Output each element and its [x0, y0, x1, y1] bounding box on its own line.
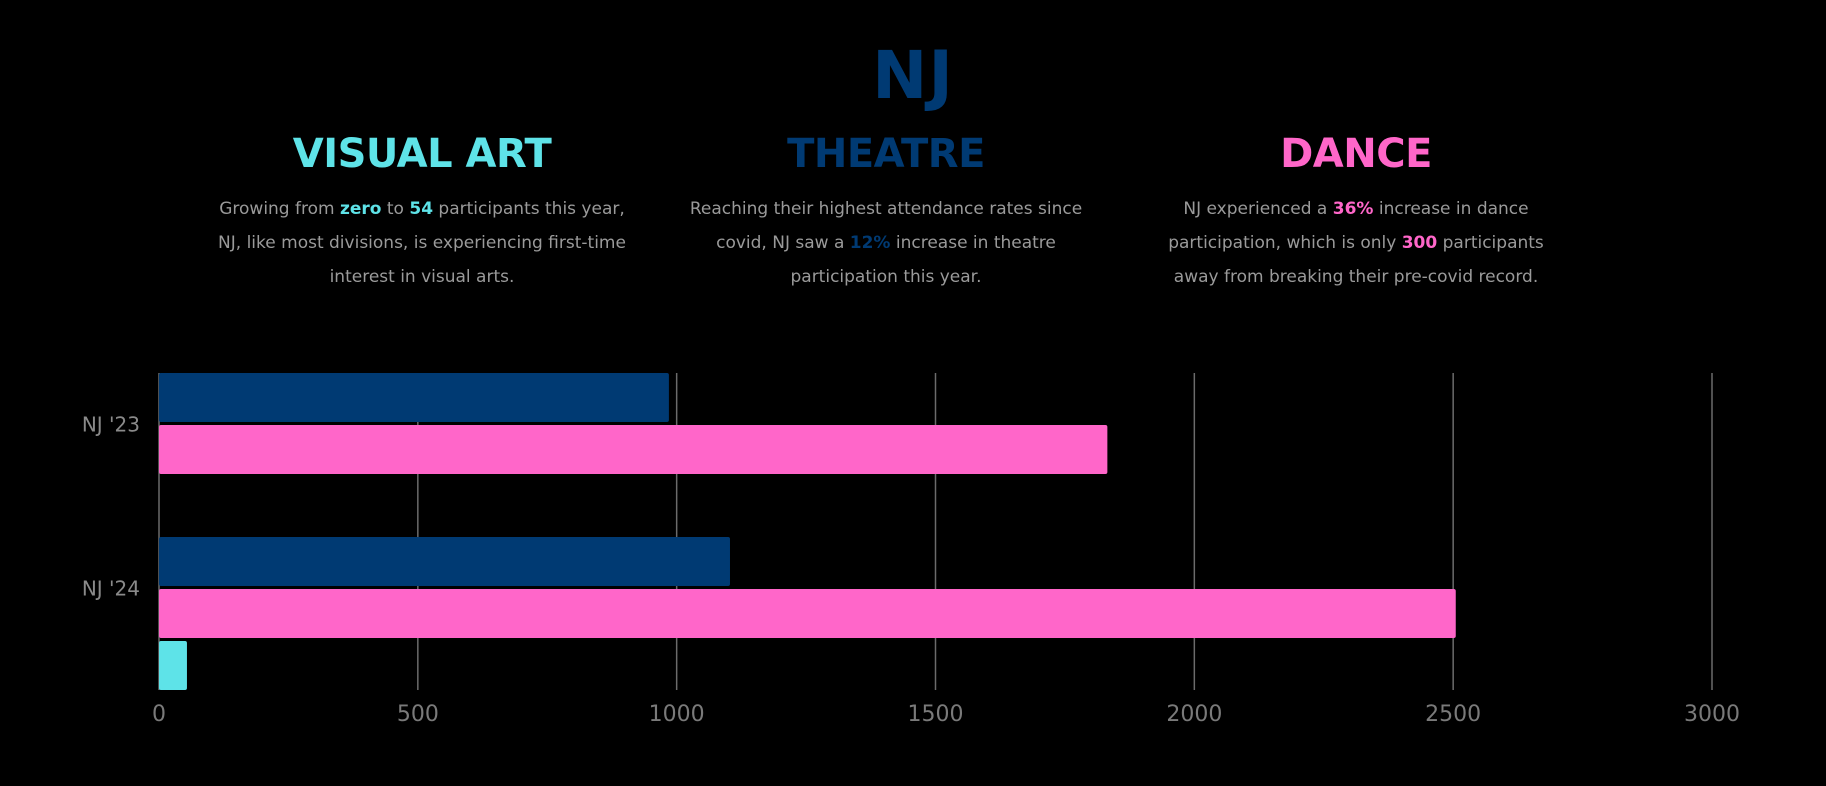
visual-highlight: 54 [409, 199, 434, 219]
theatre-description: Reaching their highest attendance rates … [676, 192, 1096, 294]
visual-art-column: VISUAL ART Growing from zero to 54 parti… [212, 130, 632, 294]
y-category-label: NJ '23 [82, 413, 140, 437]
bar [159, 537, 730, 586]
dance-highlight: 300 [1401, 233, 1438, 253]
x-tick-label: 1500 [908, 702, 964, 727]
x-tick-label: 2500 [1425, 702, 1481, 727]
visual-text: to [381, 199, 410, 219]
theatre-text: Reaching their highest attendance rates … [689, 199, 1083, 253]
y-category-label: NJ '24 [82, 577, 140, 601]
x-tick-label: 2000 [1166, 702, 1222, 727]
x-tick-label: 1000 [649, 702, 705, 727]
theatre-text: increase in theatre participation this y… [790, 233, 1056, 287]
theatre-heading: THEATRE [787, 131, 985, 177]
visual-text: Growing from [219, 199, 340, 219]
bar [159, 425, 1108, 474]
bar [159, 589, 1456, 638]
page-title: NJ [872, 37, 954, 114]
visual-art-description: Growing from zero to 54 participants thi… [212, 192, 632, 294]
theatre-highlight: 12% [849, 233, 891, 253]
visual-text: participants this year, NJ, like most di… [218, 199, 626, 287]
dance-text: increase in dance participation, which i… [1168, 199, 1529, 253]
x-tick-label: 3000 [1684, 702, 1740, 727]
dance-text: participants away from breaking their pr… [1173, 233, 1544, 287]
bar [159, 373, 669, 422]
bar [159, 641, 187, 690]
x-tick-label: 0 [152, 702, 166, 727]
dance-highlight: 36% [1332, 199, 1374, 219]
theatre-column: THEATRE Reaching their highest attendanc… [676, 130, 1096, 294]
dance-text: NJ experienced a [1183, 199, 1333, 219]
x-tick-label: 500 [397, 702, 439, 727]
dance-column: DANCE NJ experienced a 36% increase in d… [1146, 130, 1566, 294]
dance-heading: DANCE [1280, 131, 1432, 177]
visual-art-heading: VISUAL ART [292, 131, 552, 177]
dance-description: NJ experienced a 36% increase in dance p… [1146, 192, 1566, 294]
visual-highlight: zero [339, 199, 382, 219]
